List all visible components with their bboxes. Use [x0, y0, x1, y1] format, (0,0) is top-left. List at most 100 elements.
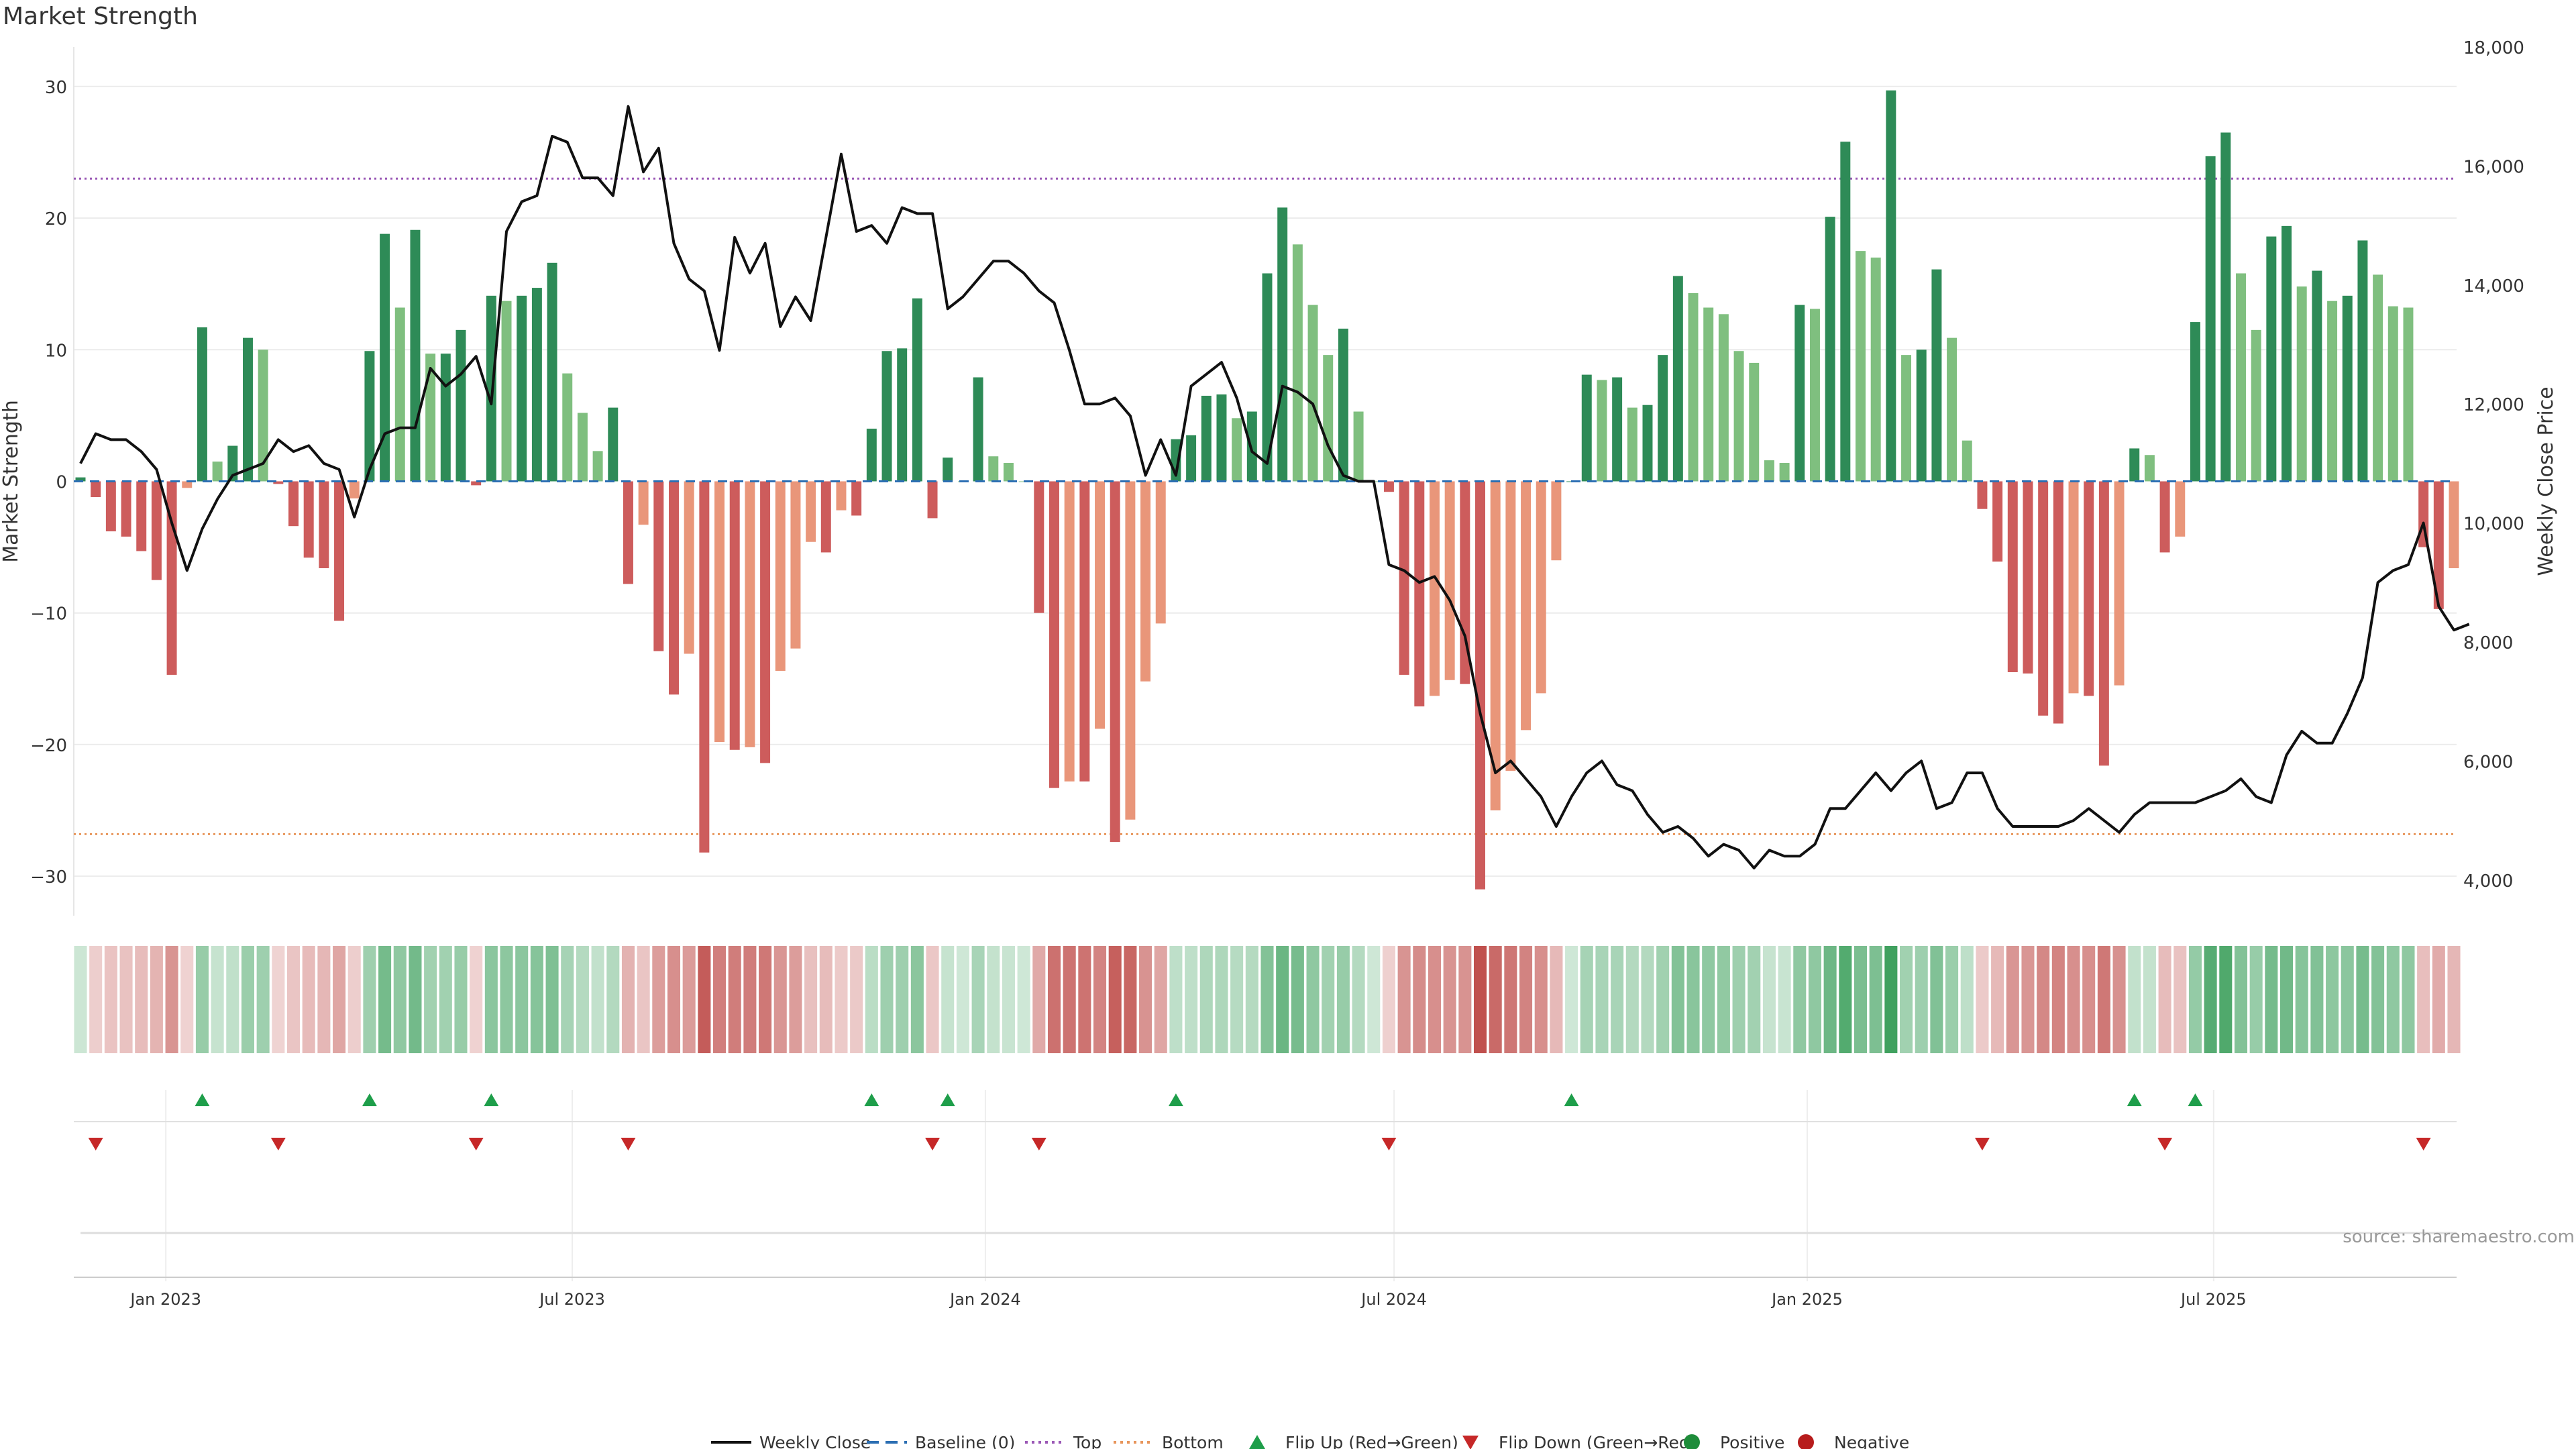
strength-bar — [2144, 455, 2155, 482]
heat-cell — [1413, 946, 1426, 1053]
strength-bar — [1414, 481, 1425, 707]
heat-cell — [2097, 946, 2110, 1053]
heat-cell — [211, 946, 224, 1053]
strength-bar — [1049, 481, 1059, 788]
legend-label: Top — [1073, 1433, 1102, 1449]
strength-bar — [2373, 274, 2383, 482]
strength-bar — [866, 429, 877, 482]
strength-bar — [182, 481, 193, 488]
heat-cell — [2432, 946, 2445, 1053]
heat-cell — [1869, 946, 1882, 1053]
strength-bar — [2236, 273, 2246, 482]
strength-bar — [1246, 411, 1257, 482]
strength-bar — [288, 481, 299, 527]
heat-cell — [1276, 946, 1289, 1053]
heat-cell — [1915, 946, 1928, 1053]
heat-cell — [1595, 946, 1609, 1053]
legend-item: Flip Down (Green→Red) — [1462, 1433, 1697, 1449]
weekly-close-line — [79, 105, 2470, 869]
strength-bar — [1064, 481, 1075, 782]
strength-bar — [1597, 380, 1607, 482]
legend-label: Negative — [1834, 1433, 1909, 1449]
heat-cell — [135, 946, 148, 1053]
heat-cell — [987, 946, 1000, 1053]
y-tick-label-right: 14,000 — [2463, 276, 2524, 297]
strength-bar — [1307, 305, 1318, 482]
x-tick-label: Jul 2023 — [538, 1290, 605, 1309]
heat-cell — [728, 946, 741, 1053]
strength-bar — [1186, 435, 1197, 482]
heat-cell — [2310, 946, 2324, 1053]
flip-down-marker — [1381, 1138, 1397, 1150]
heat-cell — [424, 946, 437, 1053]
heat-cell — [835, 946, 848, 1053]
heat-cell — [2326, 946, 2339, 1053]
heat-cell — [621, 946, 635, 1053]
strength-bar — [1658, 355, 1668, 482]
legend-label: Bottom — [1162, 1433, 1224, 1449]
heat-cell — [2112, 946, 2126, 1053]
strength-bar — [2282, 225, 2292, 482]
strength-bar — [1612, 377, 1623, 482]
heat-cell — [1306, 946, 1320, 1053]
legend-label: Baseline (0) — [915, 1433, 1015, 1449]
flip-down-marker — [925, 1138, 941, 1150]
heat-cell — [1108, 946, 1122, 1053]
strength-bar — [2114, 481, 2125, 686]
heat-cell — [1489, 946, 1502, 1053]
heat-cell — [2386, 946, 2400, 1053]
strength-bar — [303, 481, 314, 558]
heat-cell — [1260, 946, 1274, 1053]
heat-cell — [759, 946, 772, 1053]
strength-bar — [1034, 481, 1044, 613]
heat-cell — [347, 946, 361, 1053]
strength-bar — [105, 481, 116, 532]
heat-cell — [1732, 946, 1746, 1053]
strength-bar — [151, 481, 162, 580]
strength-bar — [745, 481, 755, 747]
strength-bar — [1201, 395, 1212, 482]
heat-cell — [1002, 946, 1015, 1053]
legend-label: Positive — [1720, 1433, 1784, 1449]
heat-cell — [1611, 946, 1624, 1053]
strength-bar — [592, 451, 603, 482]
heat-cell — [1443, 946, 1456, 1053]
legend-item: Flip Up (Red→Green) — [1249, 1433, 1458, 1449]
strength-bar — [1292, 244, 1303, 482]
heat-cell — [1702, 946, 1715, 1053]
strength-bar — [1551, 481, 1562, 561]
strength-bar — [1383, 481, 1394, 492]
strength-bar — [790, 481, 801, 649]
strength-bar — [1779, 463, 1790, 482]
heat-cell — [896, 946, 909, 1053]
heat-cell — [1748, 946, 1761, 1053]
heat-cell — [910, 946, 924, 1053]
heat-cell — [2249, 946, 2263, 1053]
heat-cell — [2174, 946, 2187, 1053]
strength-bar — [1809, 309, 1820, 482]
strength-bar — [1079, 481, 1090, 782]
heat-cell — [1352, 946, 1365, 1053]
strength-bar — [273, 481, 284, 484]
heat-cell — [272, 946, 285, 1053]
strength-bar — [425, 354, 436, 482]
heat-cell — [1976, 946, 1989, 1053]
heat-cell — [530, 946, 543, 1053]
strength-bar — [2023, 481, 2033, 674]
flip-down-marker — [270, 1138, 286, 1150]
strength-bar — [2068, 481, 2079, 694]
strength-bar — [2220, 132, 2231, 482]
strength-bar — [1642, 405, 1653, 482]
heat-cell — [2371, 946, 2385, 1053]
legend-item: Weekly Close — [711, 1433, 871, 1449]
strength-bar — [1718, 314, 1729, 482]
strength-bar — [881, 351, 892, 482]
heat-cell — [1047, 946, 1061, 1053]
heat-cell — [1534, 946, 1548, 1053]
strength-bar — [729, 481, 740, 750]
flip-down-marker — [2416, 1138, 2431, 1150]
strength-bar — [2357, 240, 2368, 482]
heat-cell — [1397, 946, 1411, 1053]
strength-bar — [1886, 90, 1896, 482]
heat-cell — [1199, 946, 1213, 1053]
